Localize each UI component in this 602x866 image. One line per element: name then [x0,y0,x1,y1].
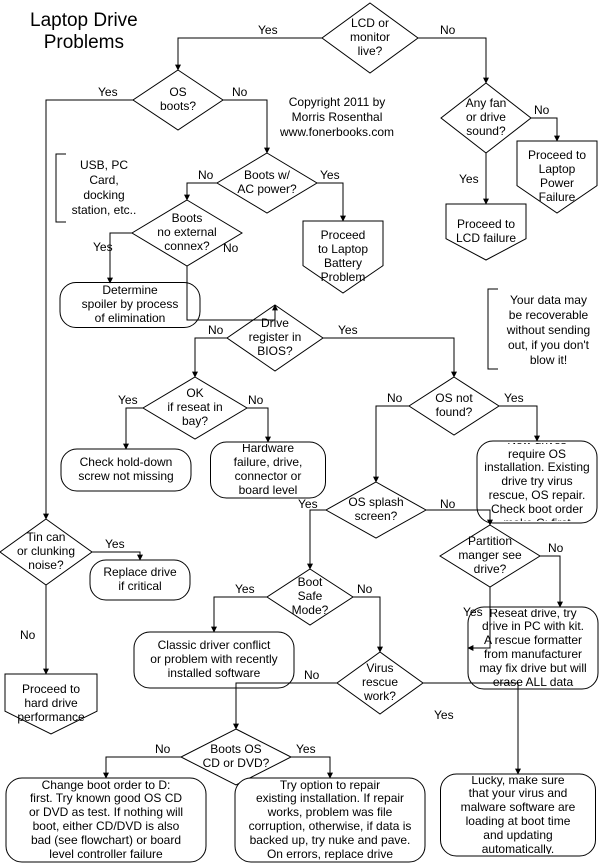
node-powerfail: Proceed to Laptop Power Failure [521,143,593,211]
edge-label: No [20,628,35,642]
edge-label: Yes [98,85,118,99]
edge-label: Yes [298,497,318,511]
edge-label: Yes [296,742,316,756]
edge-label: Yes [338,323,358,337]
node-lucky: Lucky, make sure that your virus and mal… [445,776,592,854]
edge-label: Yes [93,240,113,254]
node-osboots: OS boots? [143,72,213,128]
aside-usb-note: USB, PC Card, docking station, etc.. [64,158,144,218]
node-classic: Classic driver conflict or problem with … [138,634,290,686]
flowchart-stage: LCD or monitor live? OS boots? Any fan or … [0,0,602,866]
node-lcdfail: Proceed to LCD failure [450,206,522,258]
node-newdrive: New drives require OS installation. Exis… [481,443,593,521]
edge-label: No [208,323,223,337]
edge-label: Yes [105,537,125,551]
node-fan: Any fan or drive sound? [451,85,521,151]
node-osnf: OS not found? [419,379,489,433]
node-reseat: OK if reseat in bay? [154,379,235,437]
copyright: Copyright 2011 by Morris Rosenthal www.f… [280,95,394,140]
edge-label: No [304,668,319,682]
node-bootcd: Boots OS CD or DVD? [193,731,279,783]
edge-label: Yes [504,391,524,405]
node-holddown: Check hold-down screw not missing [65,451,187,489]
edge-label: Yes [459,172,479,186]
node-replace: Replace drive if critical [94,562,186,598]
edge-label: No [440,497,455,511]
edge-label: Yes [320,168,340,182]
node-change: Change boot order to D: first. Try known… [10,780,202,860]
node-safemode: Boot Safe Mode? [276,571,343,623]
edge-label: No [232,85,247,99]
node-partition: Partition manger see drive? [451,527,529,585]
edge-label: Yes [463,605,483,619]
edge-label: No [198,168,213,182]
node-perform: Proceed to hard drive performance [9,676,93,732]
edge-label: Yes [258,23,278,37]
node-noext: Boots no external connex? [144,202,230,264]
node-virus: Virus rescue work? [346,654,413,712]
edge-label: Yes [118,393,138,407]
edge-label: Yes [434,708,454,722]
edge-label: No [248,393,263,407]
node-acpower: Boots w/ AC power? [228,155,306,211]
edge-label: No [387,391,402,405]
page-title: Laptop Drive Problems [30,10,138,54]
node-spoiler: Determine spoiler by process of eliminat… [64,285,196,326]
edge-label: No [548,541,563,555]
edge-label: No [534,103,549,117]
aside-data-note: Your data may be recoverable without sen… [496,293,601,368]
edge-label: Yes [235,582,255,596]
node-tin: Tin can or clunking noise? [10,521,82,583]
node-splash: OS splash screen? [337,484,415,536]
node-lcd: LCD or monitor live? [333,5,408,71]
node-battery: Proceed to Laptop Battery Problem [307,223,379,291]
edge-label: No [155,742,170,756]
edge-label: No [357,582,372,596]
edge-label: No [223,241,238,255]
node-repair: Try option to repair existing installati… [239,780,421,860]
node-hwfail: Hardware failure, drive, connector or bo… [215,444,322,496]
edge-label: No [440,23,455,37]
